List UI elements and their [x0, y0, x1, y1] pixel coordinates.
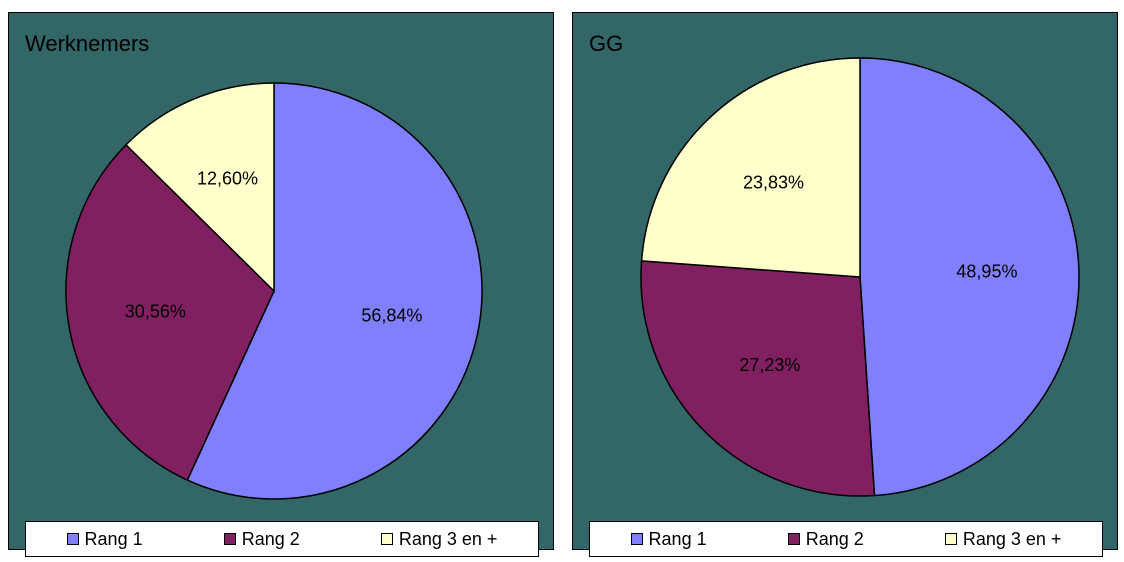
legend-item-rang1: Rang 1 [66, 528, 143, 550]
legend-item-rang1: Rang 1 [630, 528, 707, 550]
legend-label: Rang 2 [805, 528, 864, 549]
legend-label: Rang 1 [84, 528, 143, 549]
legend-item-rang3: Rang 3 en + [944, 528, 1062, 550]
legend-swatch [380, 533, 393, 545]
chart-werknemers: Werknemers 56,84% 30,56% 12,60% Rang 1 Ran… [8, 12, 554, 557]
slice-rang2 [65, 143, 275, 482]
legend-item-rang2: Rang 2 [223, 528, 300, 550]
chart-title: Werknemers [25, 31, 150, 56]
legend-item-rang2: Rang 2 [787, 528, 864, 550]
pie-chart-svg: 48,95% 27,23% 23,83% [640, 57, 1080, 497]
chart-title: GG [589, 31, 624, 56]
legend: Rang 1 Rang 2 Rang 3 en + [589, 521, 1103, 557]
slice-rang1 [186, 82, 483, 500]
data-label: 56,84% [361, 305, 422, 325]
slice-rang1 [859, 57, 1080, 497]
data-label: 30,56% [125, 301, 186, 321]
legend-swatch [223, 533, 236, 545]
slice-rang3 [640, 57, 861, 278]
legend-label: Rang 2 [241, 528, 300, 549]
legend-item-rang3: Rang 3 en + [380, 528, 498, 550]
slice-rang3 [124, 82, 275, 293]
chart-gg: GG 48,95% 27,23% 23,83% Rang 1 Rang 2 Rang… [572, 12, 1118, 557]
data-label: 48,95% [956, 262, 1017, 282]
legend-label: Rang 1 [648, 528, 707, 549]
slice-rang2 [640, 260, 876, 497]
legend-swatch [944, 533, 957, 545]
legend-swatch [787, 533, 800, 545]
pie-chart-svg: 56,84% 30,56% 12,60% [65, 82, 483, 500]
legend: Rang 1 Rang 2 Rang 3 en + [25, 521, 539, 557]
legend-swatch [630, 533, 643, 545]
data-label: 27,23% [739, 355, 800, 375]
data-label: 12,60% [197, 168, 258, 188]
data-label: 23,83% [743, 173, 804, 193]
legend-swatch [66, 533, 79, 545]
legend-label: Rang 3 en + [398, 528, 498, 549]
legend-label: Rang 3 en + [962, 528, 1062, 549]
